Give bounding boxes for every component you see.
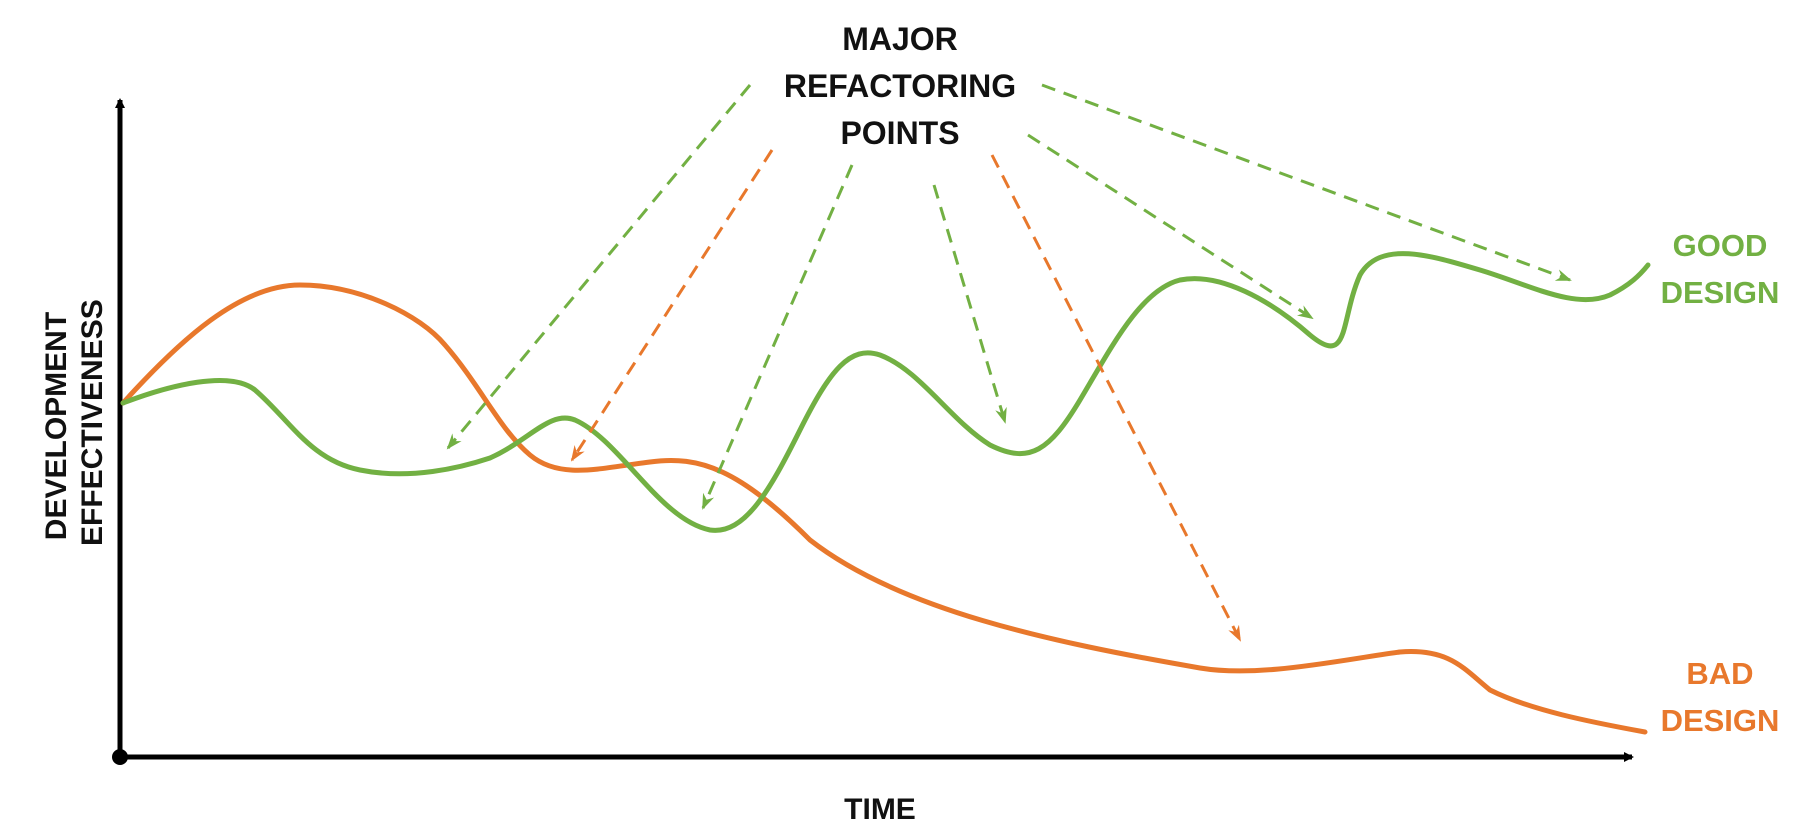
label-line: REFACTORING [783, 68, 1017, 104]
refactoring-arrow [1041, 83, 1572, 282]
label-line: EFFECTIVENESS [76, 299, 109, 546]
refactoring-arrow [701, 164, 854, 510]
label-line: DESIGN [1660, 703, 1780, 738]
label-line: MAJOR [842, 21, 958, 57]
axis-origin-dot [112, 749, 128, 765]
label-line: GOOD [1672, 228, 1768, 263]
label-line: BAD [1686, 656, 1754, 691]
label-line: POINTS [840, 115, 960, 151]
refactoring-arrow [1027, 133, 1314, 320]
refactoring-arrows [446, 83, 1572, 642]
x-axis-label: TIME [844, 793, 916, 826]
refactoring-points-label: MAJOR REFACTORING POINTS [740, 16, 1060, 157]
bad-design-label: BAD DESIGN [1645, 650, 1795, 744]
refactoring-arrow [446, 84, 752, 450]
refactoring-arrow [990, 154, 1242, 642]
good-design-label: GOOD DESIGN [1645, 222, 1795, 316]
y-axis-label: DEVELOPMENT EFFECTIVENESS [39, 299, 111, 546]
refactoring-arrow [932, 184, 1007, 424]
good-design-curve [120, 251, 1651, 533]
refactoring-arrow [570, 149, 774, 462]
bad-design-curve [120, 282, 1648, 735]
label-line: DEVELOPMENT [40, 311, 73, 541]
label-line: DESIGN [1660, 275, 1780, 310]
